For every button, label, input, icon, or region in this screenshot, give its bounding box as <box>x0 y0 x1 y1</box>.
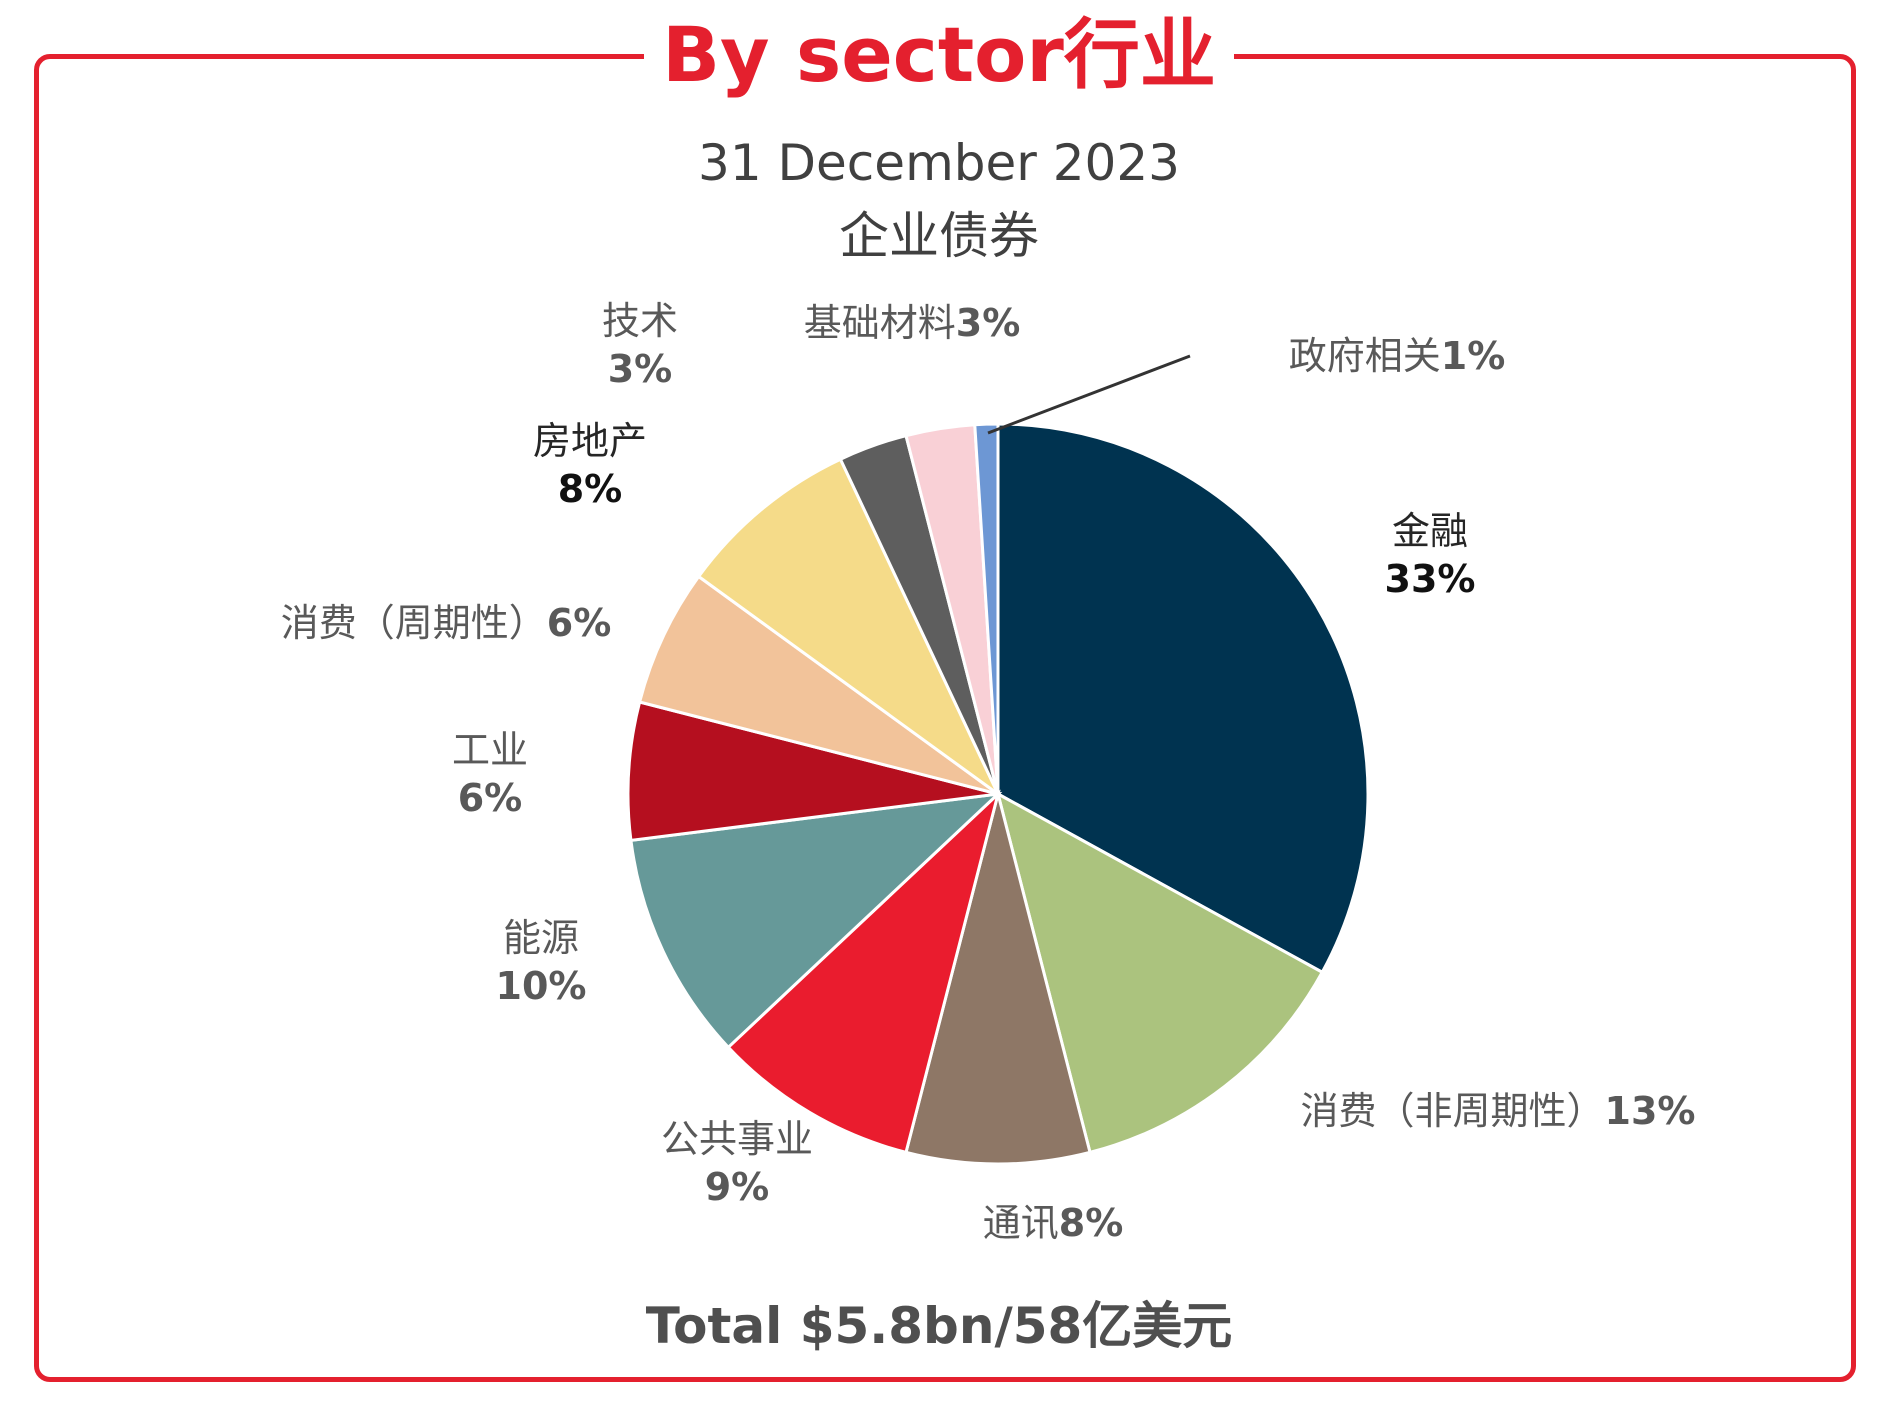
slice-label-7: 房地产 8% <box>533 419 647 511</box>
slice-name: 消费（非周期性） <box>1301 1089 1605 1133</box>
slice-label-9: 基础材料3% <box>804 301 1021 345</box>
slice-name: 房地产 <box>533 419 647 463</box>
slice-name: 金融 <box>1392 509 1468 553</box>
slice-percent: 6% <box>547 601 612 645</box>
pie-slice-1 <box>995 791 1325 1155</box>
slice-name: 基础材料 <box>804 301 956 345</box>
slice-name: 工业 <box>452 728 528 772</box>
slice-name: 通讯 <box>983 1201 1059 1245</box>
slice-percent: 3% <box>608 347 673 391</box>
slice-percent: 6% <box>458 776 523 820</box>
slice-labels: 金融 33%消费（非周期性）13%通讯8%公共事业 9%能源 10%工业 6%消费（周期… <box>281 299 1696 1245</box>
pie-slice-6 <box>637 574 999 796</box>
slice-percent: 3% <box>956 301 1021 345</box>
slice-name: 公共事业 <box>661 1117 813 1161</box>
slice-label-0: 金融 33% <box>1385 509 1476 601</box>
slice-label-6: 消费（周期性）6% <box>281 601 612 645</box>
page-title: By sector行业 <box>644 10 1234 100</box>
leader-line <box>987 354 1191 435</box>
pie-slice-5 <box>626 700 999 843</box>
slice-percent: 8% <box>1059 1201 1124 1245</box>
slice-percent: 9% <box>705 1165 770 1209</box>
pie-slice-7 <box>696 457 1000 796</box>
slice-label-2: 通讯8% <box>983 1201 1124 1245</box>
slice-name: 消费（周期性） <box>281 601 547 645</box>
slice-label-10: 政府相关1% <box>1289 334 1506 378</box>
slice-name: 技术 <box>602 299 678 343</box>
slice-name: 政府相关 <box>1289 334 1441 378</box>
slice-percent: 10% <box>496 964 587 1008</box>
slice-percent: 1% <box>1441 334 1506 378</box>
pie-slice-4 <box>629 791 1003 1050</box>
pie-slices <box>626 422 1370 1166</box>
slice-percent: 13% <box>1605 1089 1696 1133</box>
slice-name: 能源 <box>503 916 579 960</box>
slice-label-8: 技术 3% <box>602 299 678 391</box>
slice-label-4: 能源 10% <box>496 916 587 1008</box>
slice-label-3: 公共事业 9% <box>661 1117 813 1209</box>
slice-percent: 8% <box>558 467 623 511</box>
pie-slice-3 <box>726 789 1001 1155</box>
total-label: Total $5.8bn/58亿美元 <box>645 1297 1233 1355</box>
pie-slice-10 <box>973 422 1000 795</box>
pie-slice-0 <box>996 422 1370 975</box>
slice-label-1: 消费（非周期性）13% <box>1301 1089 1696 1133</box>
slice-label-5: 工业 6% <box>452 728 528 820</box>
pie-slice-2 <box>904 793 1092 1166</box>
chart-title: 31 December 2023 <box>698 134 1180 192</box>
chart-subtitle: 企业债券 <box>839 207 1039 265</box>
slice-percent: 33% <box>1385 557 1476 601</box>
banner: By sector行业 <box>0 10 1878 100</box>
